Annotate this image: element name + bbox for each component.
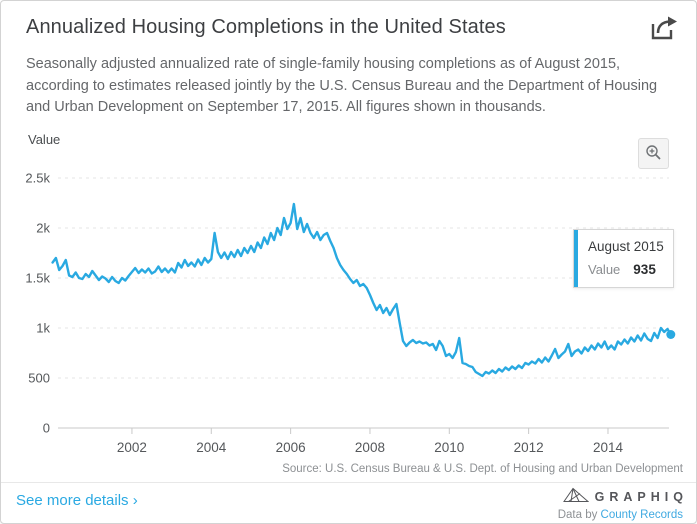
svg-text:2010: 2010 — [434, 440, 464, 455]
graphiq-logo-icon — [562, 486, 589, 508]
tooltip-accent-bar — [574, 230, 578, 287]
county-records-link[interactable]: County Records — [600, 509, 683, 521]
share-icon — [649, 16, 679, 44]
footer-divider — [1, 482, 696, 483]
brand-name: GRAPHIQ — [594, 490, 688, 504]
magnifier-plus-icon — [645, 144, 662, 164]
svg-text:2004: 2004 — [196, 440, 227, 455]
tooltip-value-row: Value 935 — [588, 262, 656, 277]
page-title: Annualized Housing Completions in the Un… — [26, 16, 506, 38]
svg-text:2014: 2014 — [593, 440, 624, 455]
tooltip-date: August 2015 — [588, 239, 664, 254]
tooltip-value: 935 — [633, 262, 656, 277]
svg-text:2.5k: 2.5k — [25, 171, 50, 186]
tooltip-value-label: Value — [588, 262, 621, 277]
svg-text:0: 0 — [43, 421, 50, 436]
svg-text:2006: 2006 — [276, 440, 306, 455]
data-attribution: Data by County Records — [557, 509, 683, 521]
svg-text:2012: 2012 — [514, 440, 544, 455]
chart-tooltip: August 2015 Value 935 — [573, 229, 674, 288]
share-button[interactable] — [646, 14, 682, 44]
svg-text:1.5k: 1.5k — [25, 271, 50, 286]
zoom-button[interactable] — [638, 138, 669, 169]
svg-text:500: 500 — [28, 371, 50, 386]
svg-text:2008: 2008 — [355, 440, 385, 455]
svg-text:1k: 1k — [36, 321, 50, 336]
svg-text:2k: 2k — [36, 221, 50, 236]
source-attribution: Source: U.S. Census Bureau & U.S. Dept. … — [282, 463, 683, 475]
see-more-details-link[interactable]: See more details › — [16, 492, 138, 509]
chart-description: Seasonally adjusted annualized rate of s… — [26, 56, 658, 115]
svg-text:2002: 2002 — [117, 440, 147, 455]
y-axis-title: Value — [28, 132, 61, 147]
brand-block: GRAPHIQ Data by County Records — [558, 486, 683, 521]
